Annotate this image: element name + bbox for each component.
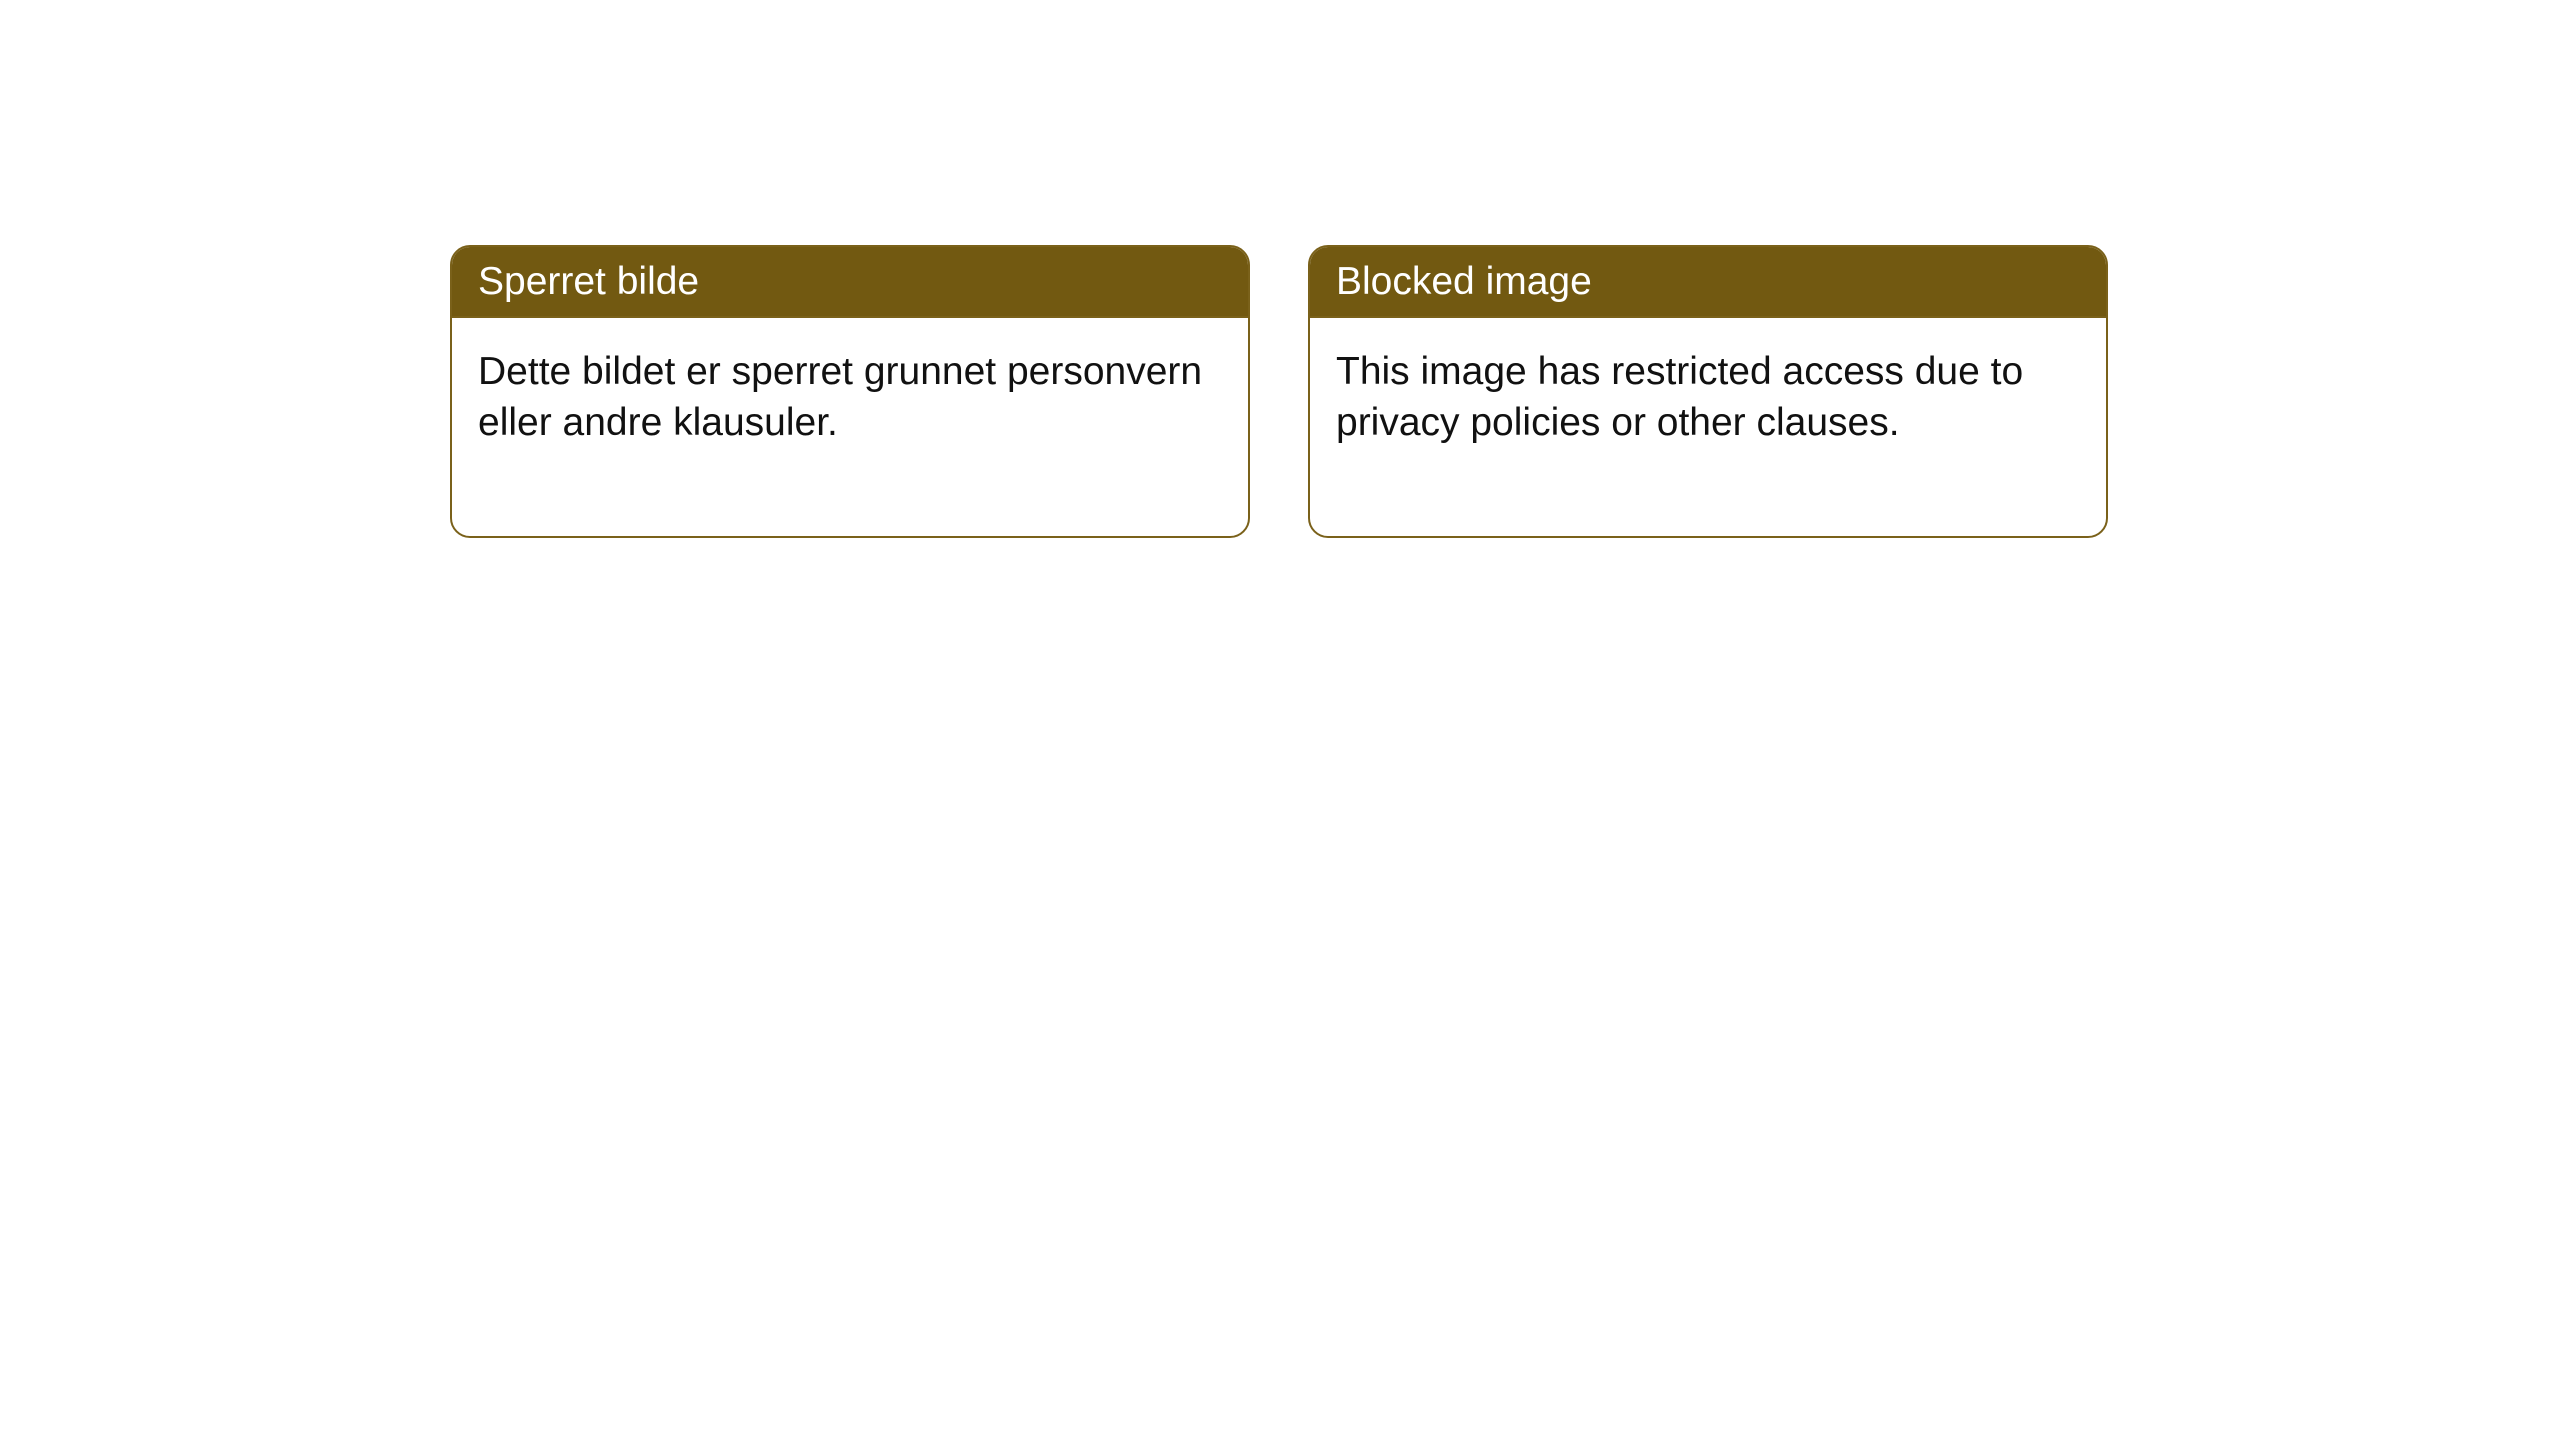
notice-card-header: Blocked image [1310,247,2106,316]
notice-card-body: This image has restricted access due to … [1310,316,2106,536]
notice-card-body: Dette bildet er sperret grunnet personve… [452,316,1248,536]
notice-card-header: Sperret bilde [452,247,1248,316]
notice-container: Sperret bilde Dette bildet er sperret gr… [0,0,2560,538]
notice-card-english: Blocked image This image has restricted … [1308,245,2108,538]
notice-card-norwegian: Sperret bilde Dette bildet er sperret gr… [450,245,1250,538]
